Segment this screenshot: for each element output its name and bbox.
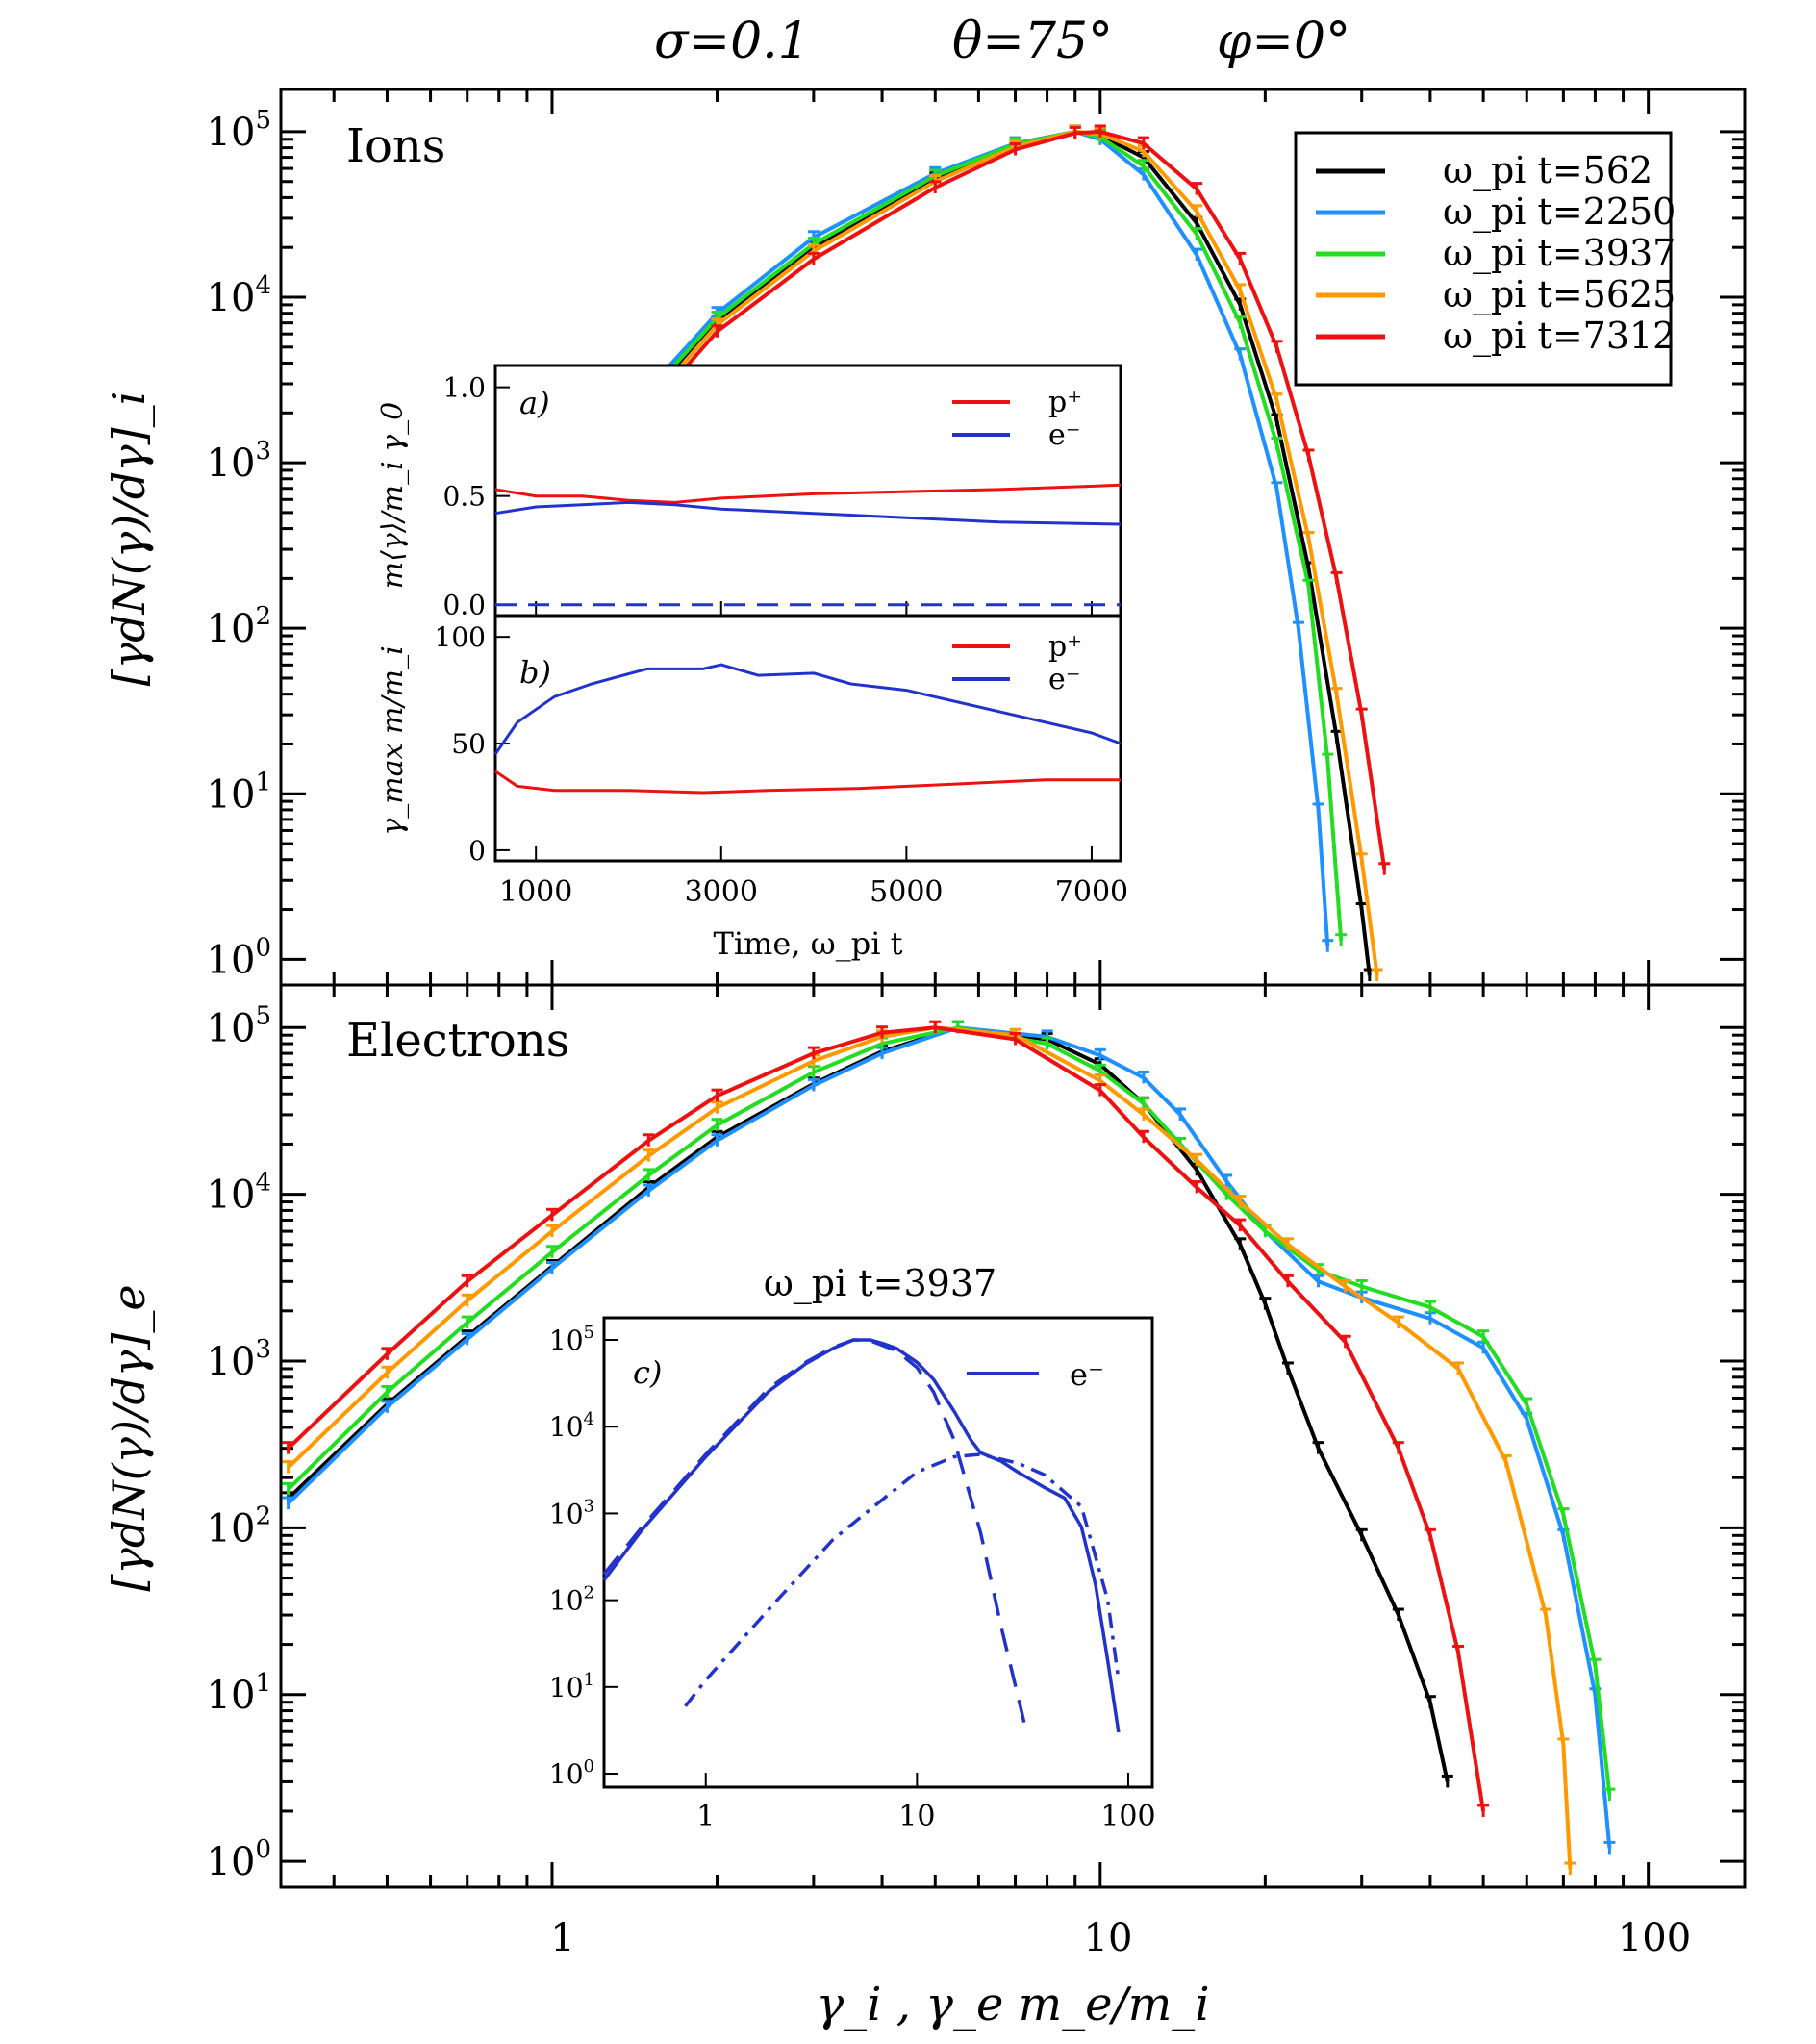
y-tick-label: 102 <box>207 602 271 651</box>
electrons-panel-frame <box>279 983 1747 1889</box>
inset-c-ytick-label: 104 <box>549 1409 594 1443</box>
inset-c-xtick-label: 100 <box>1100 1800 1155 1833</box>
inset-b-series-1 <box>493 663 1122 755</box>
series-line-0-0 <box>572 129 1372 976</box>
legend-label-7312: ω_pi t=7312 <box>1443 315 1676 358</box>
inset-b-xtick-label: 7000 <box>1055 875 1128 909</box>
electrons-label: Electrons <box>346 1014 569 1068</box>
series-line-1-4 <box>287 1025 1486 1812</box>
inset-b-ytick-label: 0 <box>468 835 486 867</box>
series-line-0-3 <box>572 129 1379 976</box>
y-tick-label: 100 <box>207 1835 271 1884</box>
legend: ω_pi t=562 ω_pi t=2250 ω_pi t=3937 ω_pi … <box>1294 131 1676 387</box>
inset-b-legend-p: p⁺ <box>1048 630 1082 664</box>
electrons-ylabel: [γdN(γ)/dγ]_e <box>103 1284 155 1591</box>
ions-ylabel: [γdN(γ)/dγ]_i <box>103 391 155 687</box>
inset-a-ytick-label: 0.0 <box>442 590 486 621</box>
legend-label-3937: ω_pi t=3937 <box>1443 232 1676 275</box>
inset-c-frame <box>602 1316 1154 1789</box>
y-tick-label: 101 <box>207 768 271 817</box>
header-theta: θ=75° <box>952 13 1113 70</box>
inset-c-xtick-label: 1 <box>696 1800 715 1833</box>
inset-c-xtick-label: 10 <box>898 1800 935 1833</box>
x-tick-label-10: 10 <box>1084 1916 1133 1960</box>
inset-a-ytick-label: 1.0 <box>442 372 486 404</box>
inset-c-ytick-label: 105 <box>549 1323 594 1356</box>
inset-c-series-2 <box>684 1452 1121 1707</box>
inset-a-legend-e: e⁻ <box>1048 418 1081 452</box>
inset-a-tag: a) <box>519 385 550 421</box>
ions-label: Ions <box>346 119 445 173</box>
y-tick-label: 105 <box>207 106 271 155</box>
inset-c-legend: e⁻ <box>1070 1356 1104 1393</box>
inset-a-series-1 <box>494 500 1122 526</box>
inset-c-ytick-label: 101 <box>549 1670 594 1703</box>
x-axis-label: γ_i , γ_e m_e/m_i <box>816 1978 1209 2031</box>
inset-a-frame <box>493 364 1122 618</box>
inset-b-tag: b) <box>519 654 551 691</box>
inset-b-xtick-label: 1000 <box>499 875 572 909</box>
inset-b-legend-e: e⁻ <box>1048 663 1081 696</box>
inset-c-content: 1 10 100 100 101 102 103 104 105 <box>549 1323 1156 1833</box>
series-line-0-4 <box>573 129 1387 870</box>
inset-c-ytick-label: 100 <box>549 1756 594 1790</box>
series-line-1-3 <box>287 1025 1573 1870</box>
inset-b-ytick-label: 100 <box>435 621 486 653</box>
y-tick-label: 101 <box>207 1669 271 1718</box>
y-tick-label: 104 <box>207 271 271 320</box>
inset-c-title: ω_pi t=3937 <box>764 1262 996 1305</box>
inset-c-ytick-label: 103 <box>549 1496 594 1529</box>
inset-c: ω_pi t=3937 c) e⁻ 1 10 1001001011021031041… <box>549 1262 1156 1833</box>
inset-b-ylabel: γ_max m/m_i <box>376 645 410 835</box>
inset-a-legend-p: p⁺ <box>1048 386 1082 419</box>
inset-b-frame <box>493 614 1122 863</box>
legend-label-2250: ω_pi t=2250 <box>1443 190 1676 234</box>
x-tick-label-100: 100 <box>1618 1916 1691 1960</box>
inset-b-xtick-label: 3000 <box>685 875 758 909</box>
y-tick-label: 103 <box>207 437 271 486</box>
y-tick-label: 104 <box>207 1169 271 1218</box>
inset-c-ytick-label: 102 <box>549 1583 594 1617</box>
x-tick-label-1: 1 <box>550 1916 574 1960</box>
inset-ab-content: 0.0 0.5 1.0 0 50 100 1000 3000 5000 7000 <box>435 372 1129 909</box>
inset-c-series-1 <box>602 1338 1028 1733</box>
y-tick-label: 103 <box>207 1335 271 1384</box>
inset-b-ytick-label: 50 <box>451 728 486 760</box>
header-sigma: σ=0.1 <box>654 13 810 70</box>
y-tick-label: 105 <box>207 1001 271 1050</box>
legend-label-5625: ω_pi t=5625 <box>1443 273 1676 316</box>
legend-label-562: ω_pi t=562 <box>1443 149 1652 192</box>
inset-b-series-0 <box>494 770 1121 795</box>
inset-a-ylabel: m⟨γ⟩/m_i γ_0 <box>376 402 410 590</box>
x-tick-labels: 1 10 100 <box>550 1916 1691 1960</box>
y-tick-label: 102 <box>207 1501 271 1551</box>
inset-ab: a) b) m⟨γ⟩/m_i γ_0 γ_max m/m_i Time, ω_p… <box>376 364 1129 962</box>
header-phi: φ=0° <box>1217 13 1350 70</box>
inset-b-xlabel: Time, ω_pi t <box>713 925 902 962</box>
figure-header: σ=0.1 θ=75° φ=0° <box>654 13 1350 70</box>
inset-a-series-0 <box>494 483 1122 504</box>
inset-a-ytick-label: 0.5 <box>442 481 486 513</box>
inset-b-xtick-label: 5000 <box>870 875 943 909</box>
y-tick-label: 100 <box>207 933 271 982</box>
legend-box <box>1294 131 1673 387</box>
main-series <box>282 124 1616 1876</box>
inset-c-tag: c) <box>633 1354 662 1391</box>
